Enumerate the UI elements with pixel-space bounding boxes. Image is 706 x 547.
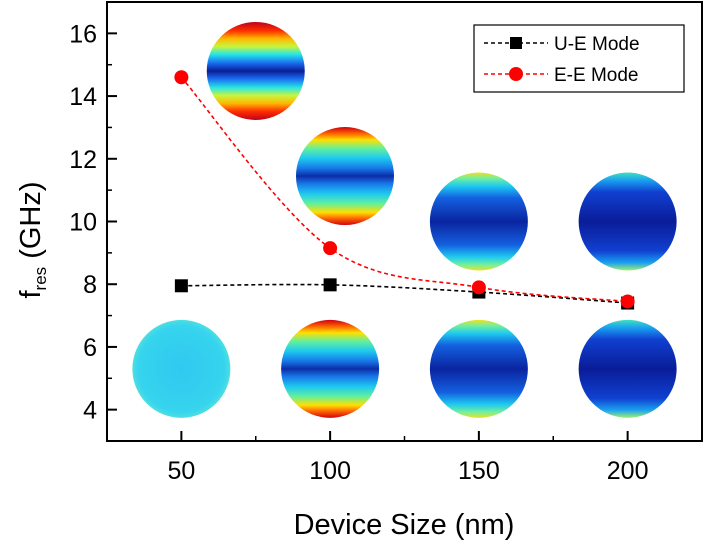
y-tick-label: 4 (83, 397, 97, 425)
axis-ticks: 50 100 150 200 4 6 8 10 12 14 16 (69, 1, 649, 485)
series-line-0 (181, 283, 628, 304)
series-line-1 (180, 76, 628, 303)
y-axis-title-main: f (15, 290, 47, 299)
inset-ue-200 (578, 319, 677, 418)
inset-ee-150 (429, 172, 528, 271)
series-lines (180, 76, 628, 304)
x-axis-title: Device Size (nm) (294, 509, 515, 541)
y-axis-title-unit: (GHz) (15, 181, 47, 266)
y-axis-title: fres (GHz) (15, 181, 50, 298)
y-tick-label: 8 (83, 271, 97, 299)
y-axis-title-sub: res (31, 267, 50, 291)
x-tick-label: 150 (458, 457, 500, 485)
field-profile-insets (132, 21, 677, 418)
inset-ee-50 (206, 21, 305, 120)
legend-ee-marker (509, 67, 523, 81)
x-tick-label: 50 (167, 457, 195, 485)
y-tick-label: 16 (69, 20, 97, 48)
inset-ee-200 (578, 172, 677, 271)
ee-point-50 (174, 70, 189, 85)
legend-box (473, 24, 685, 93)
x-tick-label: 100 (309, 457, 351, 485)
series-markers (174, 70, 635, 310)
y-tick-label: 12 (69, 146, 97, 174)
inset-ee-100 (296, 127, 394, 226)
legend-ee-label: E-E Mode (554, 65, 638, 86)
inset-ue-50 (132, 319, 231, 418)
ee-point-100 (323, 241, 338, 256)
ue-point-50 (174, 279, 188, 293)
inset-ue-150 (429, 319, 528, 418)
legend: U-E Mode E-E Mode (473, 24, 685, 93)
ue-point-100 (323, 278, 337, 292)
ee-point-200 (620, 294, 635, 309)
y-tick-label: 6 (83, 334, 97, 362)
inset-ue-100 (281, 319, 380, 418)
y-tick-label: 10 (69, 209, 97, 237)
legend-ue-marker (510, 37, 522, 49)
x-tick-label: 200 (607, 457, 649, 485)
ee-point-150 (471, 280, 486, 295)
legend-ue-label: U-E Mode (554, 34, 640, 55)
y-tick-label: 14 (69, 83, 97, 111)
